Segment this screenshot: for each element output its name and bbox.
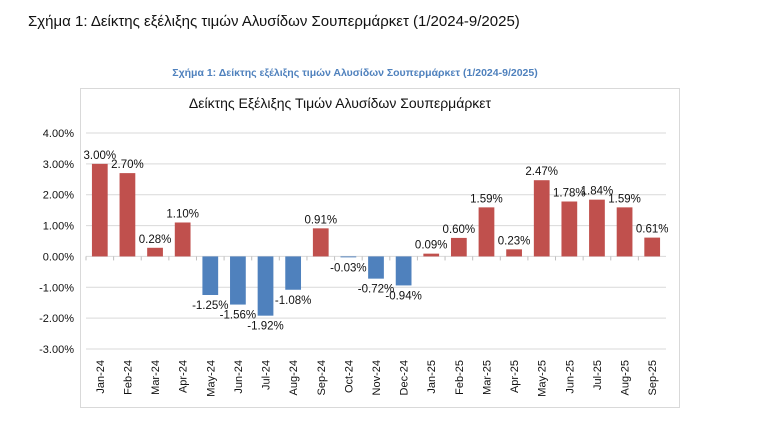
y-tick-label: 2.00%: [43, 190, 74, 202]
chart-title: Δείκτης Εξέλιξης Τιμών Αλυσίδων Σουπερμά…: [189, 95, 492, 111]
data-label: -0.03%: [330, 262, 366, 274]
data-label: 0.61%: [636, 224, 669, 236]
bar-Apr-24: [174, 222, 191, 257]
bar-Aug-24: [285, 256, 302, 290]
data-label: -1.92%: [247, 321, 283, 333]
figure-caption: Σχήμα 1: Δείκτης εξέλιξης τιμών Αλυσίδων…: [172, 67, 538, 79]
x-tick-label: Sep-25: [647, 360, 659, 395]
y-tick-label: -3.00%: [39, 344, 74, 356]
bar-Apr-25: [506, 249, 522, 257]
x-tick-label: Nov-24: [371, 360, 383, 395]
x-tick-label: Apr-24: [178, 360, 190, 393]
y-tick-label: -2.00%: [39, 313, 74, 325]
bar-Jul-25: [589, 199, 605, 257]
data-label: 0.91%: [304, 214, 337, 226]
data-label: 1.78%: [553, 188, 586, 200]
x-tick-label: Sep-24: [316, 360, 328, 395]
x-tick-label: Feb-25: [454, 360, 466, 395]
x-tick-label: Mar-24: [150, 360, 162, 395]
data-label: 0.60%: [443, 224, 476, 236]
data-label: -0.94%: [385, 290, 421, 302]
bar-Mar-24: [147, 247, 163, 257]
x-tick-label: Feb-24: [122, 360, 134, 395]
bar-Jan-25: [423, 253, 440, 257]
bar-Sep-24: [312, 228, 329, 257]
data-label: 1.84%: [581, 186, 614, 198]
data-label: 2.70%: [111, 159, 144, 171]
data-label: 0.09%: [415, 240, 448, 252]
bar-Jun-25: [561, 201, 578, 257]
x-tick-label: Aug-24: [288, 360, 300, 395]
bar-Jun-24: [230, 256, 246, 305]
bar-Oct-24: [340, 256, 357, 258]
x-tick-label: Aug-25: [620, 360, 632, 395]
data-label: -0.72%: [358, 284, 394, 296]
bar-Dec-24: [395, 256, 412, 286]
bar-Feb-24: [119, 173, 136, 257]
bar-Jul-24: [257, 256, 274, 316]
x-tick-label: May-24: [205, 360, 217, 397]
bar-Mar-25: [478, 207, 495, 257]
bar-Aug-25: [616, 207, 633, 257]
x-tick-label: May-25: [537, 360, 549, 397]
data-label: 1.59%: [608, 193, 641, 205]
data-label: 1.59%: [470, 193, 503, 205]
data-label: -1.08%: [275, 295, 311, 307]
bar-Feb-25: [450, 237, 467, 257]
x-tick-label: Jun-24: [233, 360, 245, 394]
x-tick-label: Jul-24: [261, 360, 273, 390]
data-label: 0.23%: [498, 235, 531, 247]
x-tick-label: Mar-25: [481, 360, 493, 395]
data-label: -1.25%: [192, 300, 228, 312]
y-tick-label: 4.00%: [43, 128, 74, 140]
y-tick-label: -1.00%: [39, 282, 74, 294]
y-tick-label: 1.00%: [43, 221, 74, 233]
y-tick-label: 3.00%: [43, 159, 74, 171]
document-title: Σχήμα 1: Δείκτης εξέλιξης τιμών Αλυσίδων…: [28, 13, 520, 30]
y-tick-label: 0.00%: [43, 251, 74, 263]
data-label: 1.10%: [166, 208, 199, 220]
data-label: 3.00%: [84, 150, 117, 162]
bar-May-24: [202, 256, 219, 295]
x-tick-label: Dec-24: [399, 360, 411, 395]
data-label: 0.28%: [139, 234, 172, 246]
x-tick-label: Jan-24: [95, 360, 107, 394]
data-label: -1.56%: [220, 310, 256, 322]
bar-Nov-24: [368, 256, 384, 279]
x-tick-label: Jul-25: [592, 360, 604, 390]
x-tick-label: Jun-25: [564, 360, 576, 394]
x-tick-label: Jan-25: [426, 360, 438, 394]
bar-Jan-24: [91, 163, 108, 257]
x-tick-label: Oct-24: [343, 360, 355, 393]
x-tick-label: Apr-25: [509, 360, 521, 393]
bar-May-25: [533, 180, 550, 257]
data-label: 2.47%: [525, 166, 558, 178]
chart-frame: [80, 88, 680, 408]
bar-Sep-25: [644, 237, 661, 257]
